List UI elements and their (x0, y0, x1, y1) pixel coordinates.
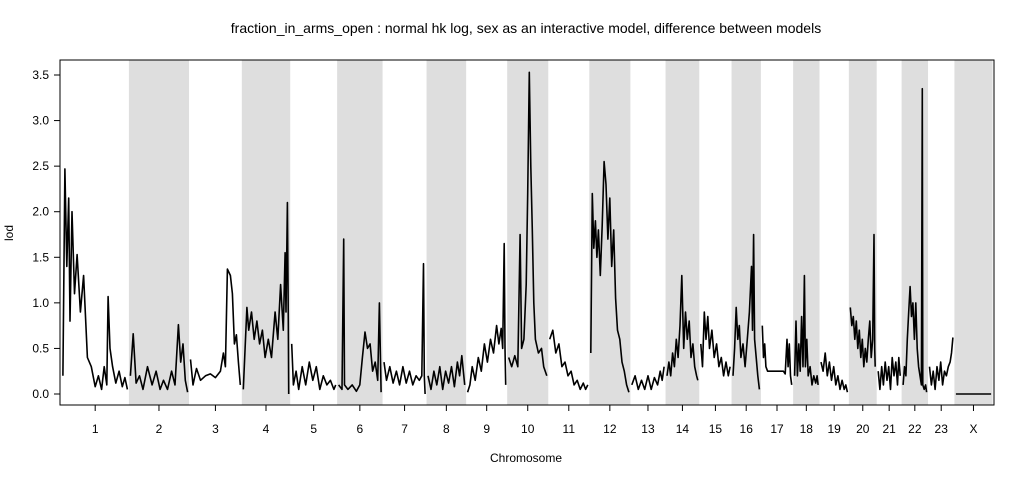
lod-curve-chr-16 (732, 233, 761, 390)
lod-curve-chr-4 (242, 201, 290, 395)
lod-curve-chr-6 (337, 238, 382, 393)
y-tick-label: 2.5 (32, 159, 49, 173)
lod-curve-chr-12 (590, 160, 630, 393)
x-tick-label-21: 21 (882, 422, 896, 436)
x-tick-label-4: 4 (263, 422, 270, 436)
x-tick-label-19: 19 (827, 422, 841, 436)
lod-curve-chr-18 (793, 274, 819, 386)
lod-curve-chr-7 (383, 262, 426, 395)
x-tick-label-13: 13 (641, 422, 655, 436)
lod-curve-chr-3 (189, 268, 242, 386)
x-tick-label-23: 23 (935, 422, 949, 436)
x-tick-label-12: 12 (603, 422, 617, 436)
lod-curve-chr-22 (902, 87, 928, 393)
x-tick-label-5: 5 (310, 422, 317, 436)
x-tick-label-16: 16 (740, 422, 754, 436)
x-tick-label-14: 14 (676, 422, 690, 436)
y-tick-label: 3.5 (32, 68, 49, 82)
x-tick-label-10: 10 (521, 422, 535, 436)
lod-curve-chr-9 (466, 242, 507, 393)
lod-curve-chr-23 (928, 337, 954, 391)
lod-curves (62, 71, 992, 395)
lod-curve-chr-2 (129, 323, 189, 393)
y-axis-label: lod (2, 225, 16, 241)
x-tick-label-18: 18 (800, 422, 814, 436)
x-tick-label-15: 15 (709, 422, 723, 436)
lod-curve-chr-10 (507, 71, 548, 377)
y-tick-label: 3.0 (32, 114, 49, 128)
lod-curve-chr-21 (877, 356, 901, 391)
y-tick-label: 0.5 (32, 341, 49, 355)
plot-frame (59, 59, 995, 406)
y-tick-label: 0.0 (32, 387, 49, 401)
lod-curve-chr-19 (820, 352, 849, 393)
x-axis-label: Chromosome (490, 451, 562, 465)
lod-curve-chr-17 (761, 325, 793, 386)
lod-curve-chr-15 (700, 311, 731, 377)
x-tick-label-7: 7 (401, 422, 408, 436)
x-tick-label-3: 3 (212, 422, 219, 436)
x-tick-label-8: 8 (443, 422, 450, 436)
band-chr-4 (241, 60, 291, 405)
x-tick-label-11: 11 (563, 422, 576, 436)
x-axis: 1 2 3 4 5 6 7 8 9 10 11 12 13 14 15 16 17 18 19 20 21 22 23 X (92, 405, 977, 436)
x-tick-label-2: 2 (156, 422, 163, 436)
y-tick-label: 2.0 (32, 205, 49, 219)
x-tick-label-X: X (969, 422, 977, 436)
lod-curve-chr-20 (849, 233, 876, 368)
x-tick-label-22: 22 (908, 422, 922, 436)
x-tick-label-1: 1 (92, 422, 99, 436)
y-tick-label: 1.0 (32, 296, 49, 310)
lod-curve-chr-13 (631, 366, 665, 391)
band-chr-22 (901, 60, 929, 405)
band-chr-8 (426, 60, 467, 405)
x-tick-label-17: 17 (770, 422, 784, 436)
lod-curve-chr-5 (290, 343, 337, 391)
lod-curve-chr-8 (427, 354, 466, 391)
lod-curve-chr-11 (548, 329, 589, 391)
lod-curve-chr-1 (62, 168, 129, 391)
chart-title: fraction_in_arms_open : normal hk log, s… (231, 20, 821, 36)
x-tick-label-9: 9 (483, 422, 490, 436)
x-tick-label-20: 20 (856, 422, 870, 436)
band-chr-X (954, 60, 993, 405)
lod-curve-chr-14 (666, 274, 699, 381)
y-tick-label: 1.5 (32, 250, 49, 264)
x-tick-label-6: 6 (357, 422, 364, 436)
y-axis: 0.0 0.5 1.0 1.5 2.0 2.5 3.0 3.5 (32, 68, 60, 401)
